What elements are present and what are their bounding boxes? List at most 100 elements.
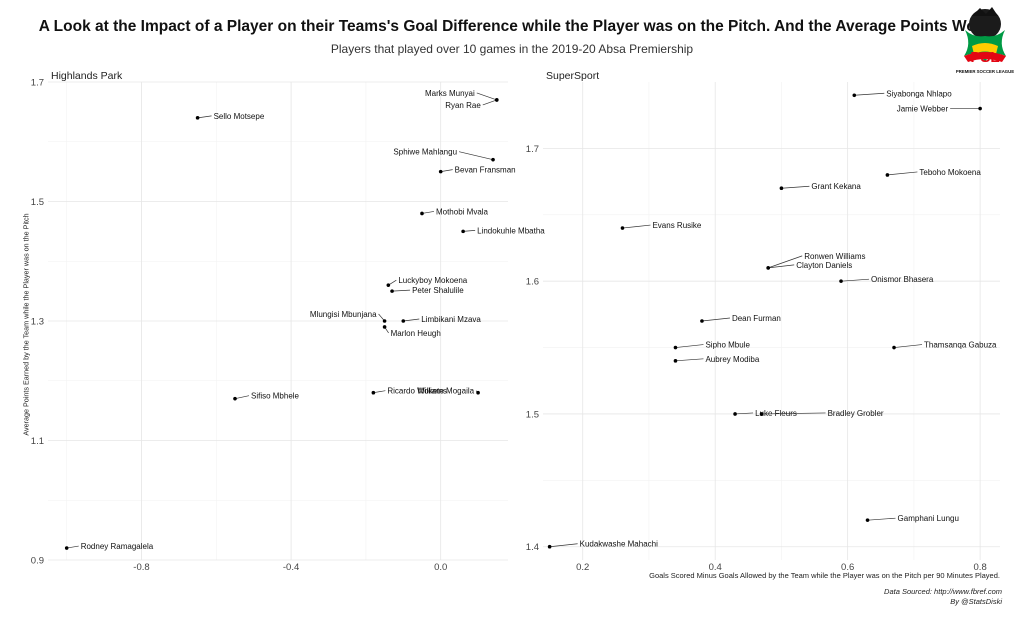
data-point <box>865 518 870 522</box>
label-segment <box>421 211 435 214</box>
point-label: Clayton Daniels <box>796 261 852 270</box>
label-segment <box>768 264 795 269</box>
point-label: Sphiwe Mahlangu <box>393 148 457 157</box>
data-point <box>382 319 387 323</box>
data-point <box>64 546 69 550</box>
data-point <box>420 211 424 216</box>
label-segment <box>197 115 212 119</box>
data-point <box>978 106 982 111</box>
y-tick-label: 1.7 <box>526 144 539 155</box>
point-label: Mothobi Mvala <box>436 207 489 216</box>
data-point <box>494 98 499 102</box>
x-tick-label: -0.8 <box>133 562 149 573</box>
label-segment <box>781 185 810 189</box>
data-point <box>885 173 890 177</box>
point-label: Mlungisi Mbunjana <box>310 310 377 319</box>
label-segment <box>887 171 918 176</box>
point-label: Bradley Grobler <box>828 409 884 418</box>
label-segment <box>482 99 497 106</box>
label-segment <box>893 344 923 348</box>
x-tick-label: 0.6 <box>841 562 854 573</box>
y-tick-label: 0.9 <box>31 556 44 567</box>
data-point <box>491 157 495 162</box>
data-point <box>390 289 394 293</box>
y-tick-label: 1.4 <box>526 542 539 553</box>
label-segment <box>476 92 497 101</box>
label-segment <box>841 278 870 282</box>
data-point <box>233 396 237 401</box>
data-point <box>673 359 678 363</box>
y-tick-label: 1.5 <box>31 197 44 208</box>
point-label: Siyabonga Nhlapo <box>886 89 952 98</box>
data-point <box>733 412 737 416</box>
point-label: Marks Munyai <box>425 89 475 98</box>
data-point <box>382 325 387 329</box>
label-segment <box>458 151 494 161</box>
data-point <box>386 283 391 287</box>
point-label: Jamie Webber <box>897 105 949 114</box>
label-segment <box>66 545 79 549</box>
data-point <box>759 412 764 416</box>
point-label: Ricardo Williams <box>387 387 447 396</box>
point-label: Sipho Mbule <box>705 341 750 350</box>
data-point <box>620 226 625 230</box>
label-segment <box>403 318 420 322</box>
point-label: Bevan Fransman <box>455 166 516 175</box>
panel-0: -0.8 -0.4 0.0 0.9 1.1 1.3 1.5 1.7 Highlands Park… <box>31 70 545 573</box>
point-label: Luckyboy Mokoena <box>398 276 467 285</box>
x-tick-label: 0.2 <box>576 562 589 573</box>
x-tick-label: 0.8 <box>974 562 987 573</box>
label-segment <box>761 412 826 415</box>
data-point <box>371 390 376 395</box>
data-point <box>547 544 552 549</box>
label-segment <box>735 412 754 415</box>
panel-1: 0.2 0.4 0.6 0.8 1.4 1.5 1.6 1.7 SuperSport Siyabo… <box>526 70 1000 573</box>
data-point <box>766 266 770 270</box>
chart-subtitle: Players that played over 10 games in the… <box>330 42 694 56</box>
y-tick-label: 1.3 <box>31 317 44 328</box>
source-line: Data Sourced: http://www.fbref.com <box>884 587 1002 596</box>
data-point <box>476 390 480 395</box>
data-point <box>700 319 704 323</box>
data-point <box>195 116 200 120</box>
point-label: Limbikani Mzava <box>421 315 481 324</box>
point-label: Sello Motsepe <box>214 112 265 121</box>
point-label: Onismor Bhasera <box>871 275 934 284</box>
point-label: Ryan Rae <box>445 101 481 110</box>
y-tick-label: 1.7 <box>31 78 44 89</box>
x-tick-label: -0.4 <box>283 562 299 573</box>
source-note: Data Sourced: http://www.fbref.com By @S… <box>884 587 1002 607</box>
point-label: Kudakwashe Mahachi <box>580 540 658 549</box>
label-segment <box>373 390 386 394</box>
y-axis-label: Average Points Earned by the Team while … <box>21 213 31 436</box>
data-point <box>461 229 465 234</box>
logo-caption: PREMIER SOCCER LEAGUE <box>956 69 1014 74</box>
point-label: Lindokuhle Mbatha <box>477 226 545 235</box>
data-point <box>852 93 857 98</box>
label-segment <box>440 169 453 172</box>
point-label: Teboho Mokoena <box>919 168 981 177</box>
point-label: Grant Kekana <box>811 182 861 191</box>
label-segment <box>234 395 250 400</box>
x-tick-label: 0.4 <box>709 562 722 573</box>
point-label: Evans Rusike <box>652 221 701 230</box>
y-tick-label: 1.1 <box>31 436 44 447</box>
facet-label: Highlands Park <box>51 70 123 82</box>
point-label: Sifiso Mbhele <box>251 392 300 401</box>
label-segment <box>867 517 896 521</box>
label-segment <box>392 289 411 292</box>
x-tick-label: 0.0 <box>434 562 447 573</box>
point-label: Gamphani Lungu <box>898 514 959 523</box>
x-axis-label: Goals Scored Minus Goals Allowed by the … <box>649 571 1000 580</box>
data-point <box>839 279 843 283</box>
facet-label: SuperSport <box>546 70 599 82</box>
label-segment <box>768 255 803 269</box>
data-point <box>401 319 406 323</box>
point-label: Mokete Mogaila <box>418 387 475 396</box>
point-label: Aubrey Modiba <box>705 355 759 364</box>
point-label: Ronwen Williams <box>804 252 865 261</box>
point-label: Rodney Ramagalela <box>81 542 154 551</box>
data-point <box>892 345 896 350</box>
label-segment <box>701 317 730 322</box>
